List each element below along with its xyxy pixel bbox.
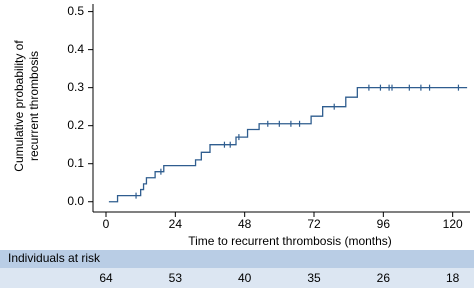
x-tick-label: 72 [307,217,321,231]
risk-count: 40 [238,271,252,285]
x-tick-label: 96 [377,217,391,231]
y-tick-label: 0.2 [67,118,84,132]
risk-count: 26 [377,271,391,285]
risk-count: 18 [446,271,460,285]
risk-header-band [0,250,474,268]
y-tick-label: 0.1 [67,156,84,170]
y-tick-label: 0.4 [67,42,84,56]
x-tick-label: 48 [238,217,252,231]
y-axis-label: recurrent thrombosis [27,51,41,161]
risk-table-title: Individuals at risk [8,251,101,265]
y-tick-label: 0.0 [67,194,84,208]
y-tick-label: 0.5 [67,4,84,18]
x-tick-label: 24 [169,217,183,231]
x-tick-label: 0 [103,217,110,231]
y-tick-label: 0.3 [67,80,84,94]
y-axis-label: Cumulative probability of [12,40,26,172]
risk-count: 53 [169,271,183,285]
step-line [108,87,468,203]
risk-count: 35 [307,271,321,285]
x-tick-label: 120 [443,217,463,231]
x-axis-label: Time to recurrent thrombosis (months) [188,234,392,248]
risk-row-band [0,268,474,288]
risk-count: 64 [99,271,113,285]
